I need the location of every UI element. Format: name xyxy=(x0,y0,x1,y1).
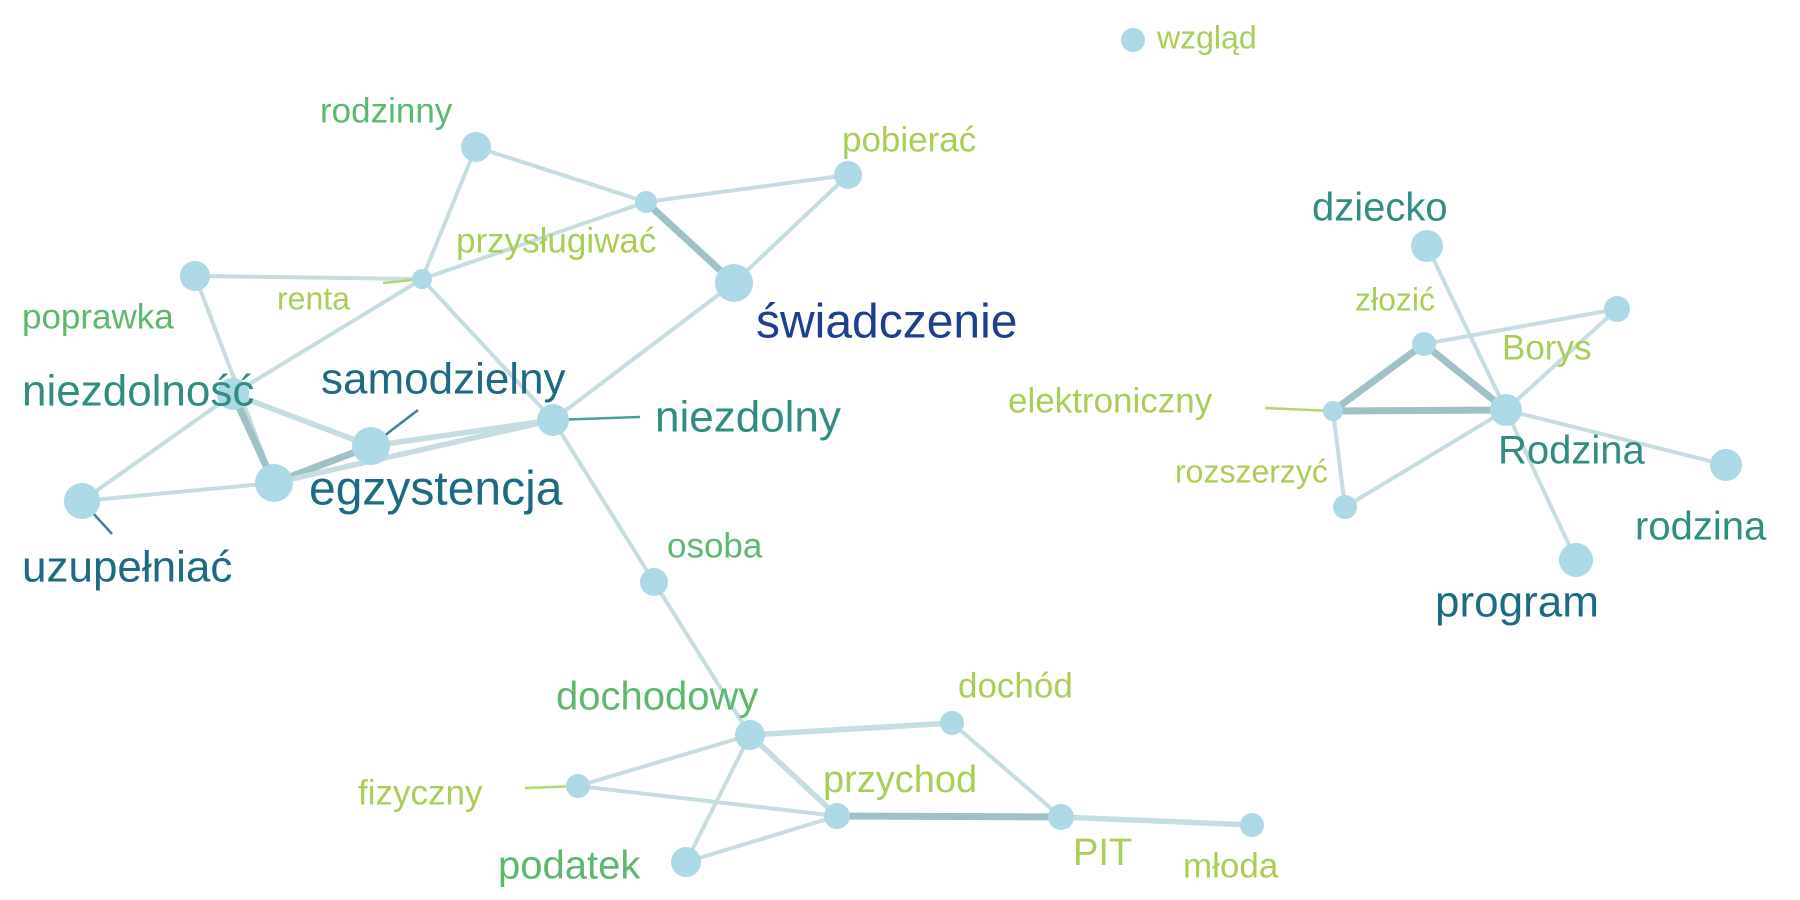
edge-dochod-PIT xyxy=(950,721,1063,819)
node-Rodzina xyxy=(1490,394,1522,426)
edge-rodzinny-renta xyxy=(420,145,478,281)
node-label-elektroniczny: elektroniczny xyxy=(1008,381,1213,420)
node-borys_node xyxy=(1604,296,1630,322)
node-program xyxy=(1559,543,1593,577)
edge-przyslugiwac-pobierac xyxy=(644,173,850,204)
edge-uzupelniac-egzystencja xyxy=(80,481,276,503)
edge-dochodowy-fizyczny xyxy=(576,733,752,788)
node-label-mloda: młoda xyxy=(1183,846,1279,885)
node-label-egzystencja: egzystencja xyxy=(309,463,563,516)
edge-zlozic-elektroniczny xyxy=(1329,340,1428,415)
node-label-renta: renta xyxy=(277,280,350,316)
node-rodzinny xyxy=(461,132,491,162)
node-niezdolnosc xyxy=(217,378,249,410)
node-label-zlozic: złozić xyxy=(1355,281,1435,317)
edge-dochodowy-przychod xyxy=(747,732,840,819)
edge-elektroniczny-Rodzina xyxy=(1329,406,1510,415)
edge-niezdolnosc-uzupelniac xyxy=(80,392,235,503)
leader-line-elektroniczny xyxy=(1264,406,1334,413)
node-rodzina xyxy=(1710,449,1742,481)
edge-PIT-mloda xyxy=(1058,814,1255,828)
node-label-poprawka: poprawka xyxy=(22,297,174,336)
node-fizyczny xyxy=(566,774,590,798)
node-label-samodzielny: samodzielny xyxy=(321,355,566,404)
label-layer: wzgląd rodzinny pobierać przysługiwać renta ś… xyxy=(22,19,1767,887)
node-mloda xyxy=(1240,813,1264,837)
node-label-osoba: osoba xyxy=(667,526,763,565)
node-label-rozszerzyc: rozszerzyć xyxy=(1175,453,1328,489)
node-label-borys_node: Borys xyxy=(1502,328,1591,367)
node-dziecko xyxy=(1411,230,1443,262)
edge-poprawka-renta xyxy=(193,274,424,281)
node-label-uzupelniac: uzupełniać xyxy=(22,543,232,592)
edge-fizyczny-przychod xyxy=(576,784,839,818)
node-label-pobierac: pobierać xyxy=(842,120,976,159)
node-przyslugiwac xyxy=(635,191,657,213)
edge-niezdolnosc-samodzielny xyxy=(230,391,374,449)
node-label-Rodzina: Rodzina xyxy=(1498,429,1646,473)
node-dochodowy xyxy=(735,720,765,750)
edge-Rodzina-borys_node xyxy=(1504,307,1619,412)
node-label-dochod: dochód xyxy=(958,666,1073,705)
node-label-rodzinny: rodzinny xyxy=(320,91,453,130)
node-label-rodzina: rodzina xyxy=(1635,505,1767,549)
node-label-podatek: podatek xyxy=(498,844,641,888)
edge-rozszerzyc-Rodzina xyxy=(1343,408,1508,509)
node-wzglad xyxy=(1121,28,1145,52)
node-label-niezdolnosc: niezdolność xyxy=(22,367,254,416)
node-label-program: program xyxy=(1435,578,1599,627)
edge-osoba-dochodowy xyxy=(652,580,752,737)
node-renta xyxy=(412,269,432,289)
node-label-dziecko: dziecko xyxy=(1312,186,1448,230)
node-label-swiadczenie: świadczenie xyxy=(756,296,1017,349)
node-rozszerzyc xyxy=(1333,495,1357,519)
edge-dziecko-Rodzina xyxy=(1425,244,1508,412)
node-podatek xyxy=(671,847,701,877)
edge-layer xyxy=(80,145,1728,864)
node-niezdolny xyxy=(537,404,569,436)
node-samodzielny xyxy=(352,427,390,465)
node-pobierac xyxy=(834,161,862,189)
edge-zlozic-Rodzina xyxy=(1420,340,1510,414)
edge-renta-niezdolny xyxy=(420,277,555,422)
edge-niezdolny-osoba xyxy=(551,418,656,584)
edge-przyslugiwac-swiadczenie xyxy=(642,198,738,287)
node-label-niezdolny: niezdolny xyxy=(655,393,841,442)
edge-przyslugiwac-renta xyxy=(420,200,648,281)
node-label-fizyczny: fizyczny xyxy=(358,773,483,812)
node-label-przyslugiwac: przysługiwać xyxy=(456,221,656,260)
node-label-wzglad: wzgląd xyxy=(1156,19,1257,55)
node-swiadczenie xyxy=(715,264,753,302)
node-PIT xyxy=(1048,804,1074,830)
node-przychod xyxy=(824,803,850,829)
node-egzystencja xyxy=(255,464,293,502)
edge-Rodzina-rodzina xyxy=(1504,408,1728,467)
node-label-dochodowy: dochodowy xyxy=(556,675,758,719)
edge-rodzinny-przyslugiwac xyxy=(474,145,648,204)
edge-dochodowy-podatek xyxy=(684,733,752,864)
edge-pobierac-swiadczenie xyxy=(732,173,850,285)
edge-swiadczenie-niezdolny xyxy=(551,281,736,422)
edge-zlozic-borys_node xyxy=(1422,307,1619,346)
node-zlozic xyxy=(1412,332,1436,356)
edge-Rodzina-program xyxy=(1504,408,1578,562)
edge-przychod-podatek xyxy=(684,814,839,864)
edge-przychod-PIT xyxy=(833,812,1065,821)
node-label-przychod: przychod xyxy=(823,759,977,801)
node-label-PIT: PIT xyxy=(1073,832,1132,874)
node-poprawka xyxy=(180,261,210,291)
node-layer xyxy=(64,28,1742,877)
edge-elektroniczny-rozszerzyc xyxy=(1331,409,1347,509)
node-osoba xyxy=(640,568,668,596)
node-dochod xyxy=(940,711,964,735)
edge-egzystencja-niezdolny xyxy=(271,417,556,486)
node-elektroniczny xyxy=(1323,401,1343,421)
edge-renta-niezdolnosc xyxy=(231,277,424,396)
edge-dochodowy-dochod xyxy=(747,720,955,738)
node-uzupelniac xyxy=(64,483,100,519)
